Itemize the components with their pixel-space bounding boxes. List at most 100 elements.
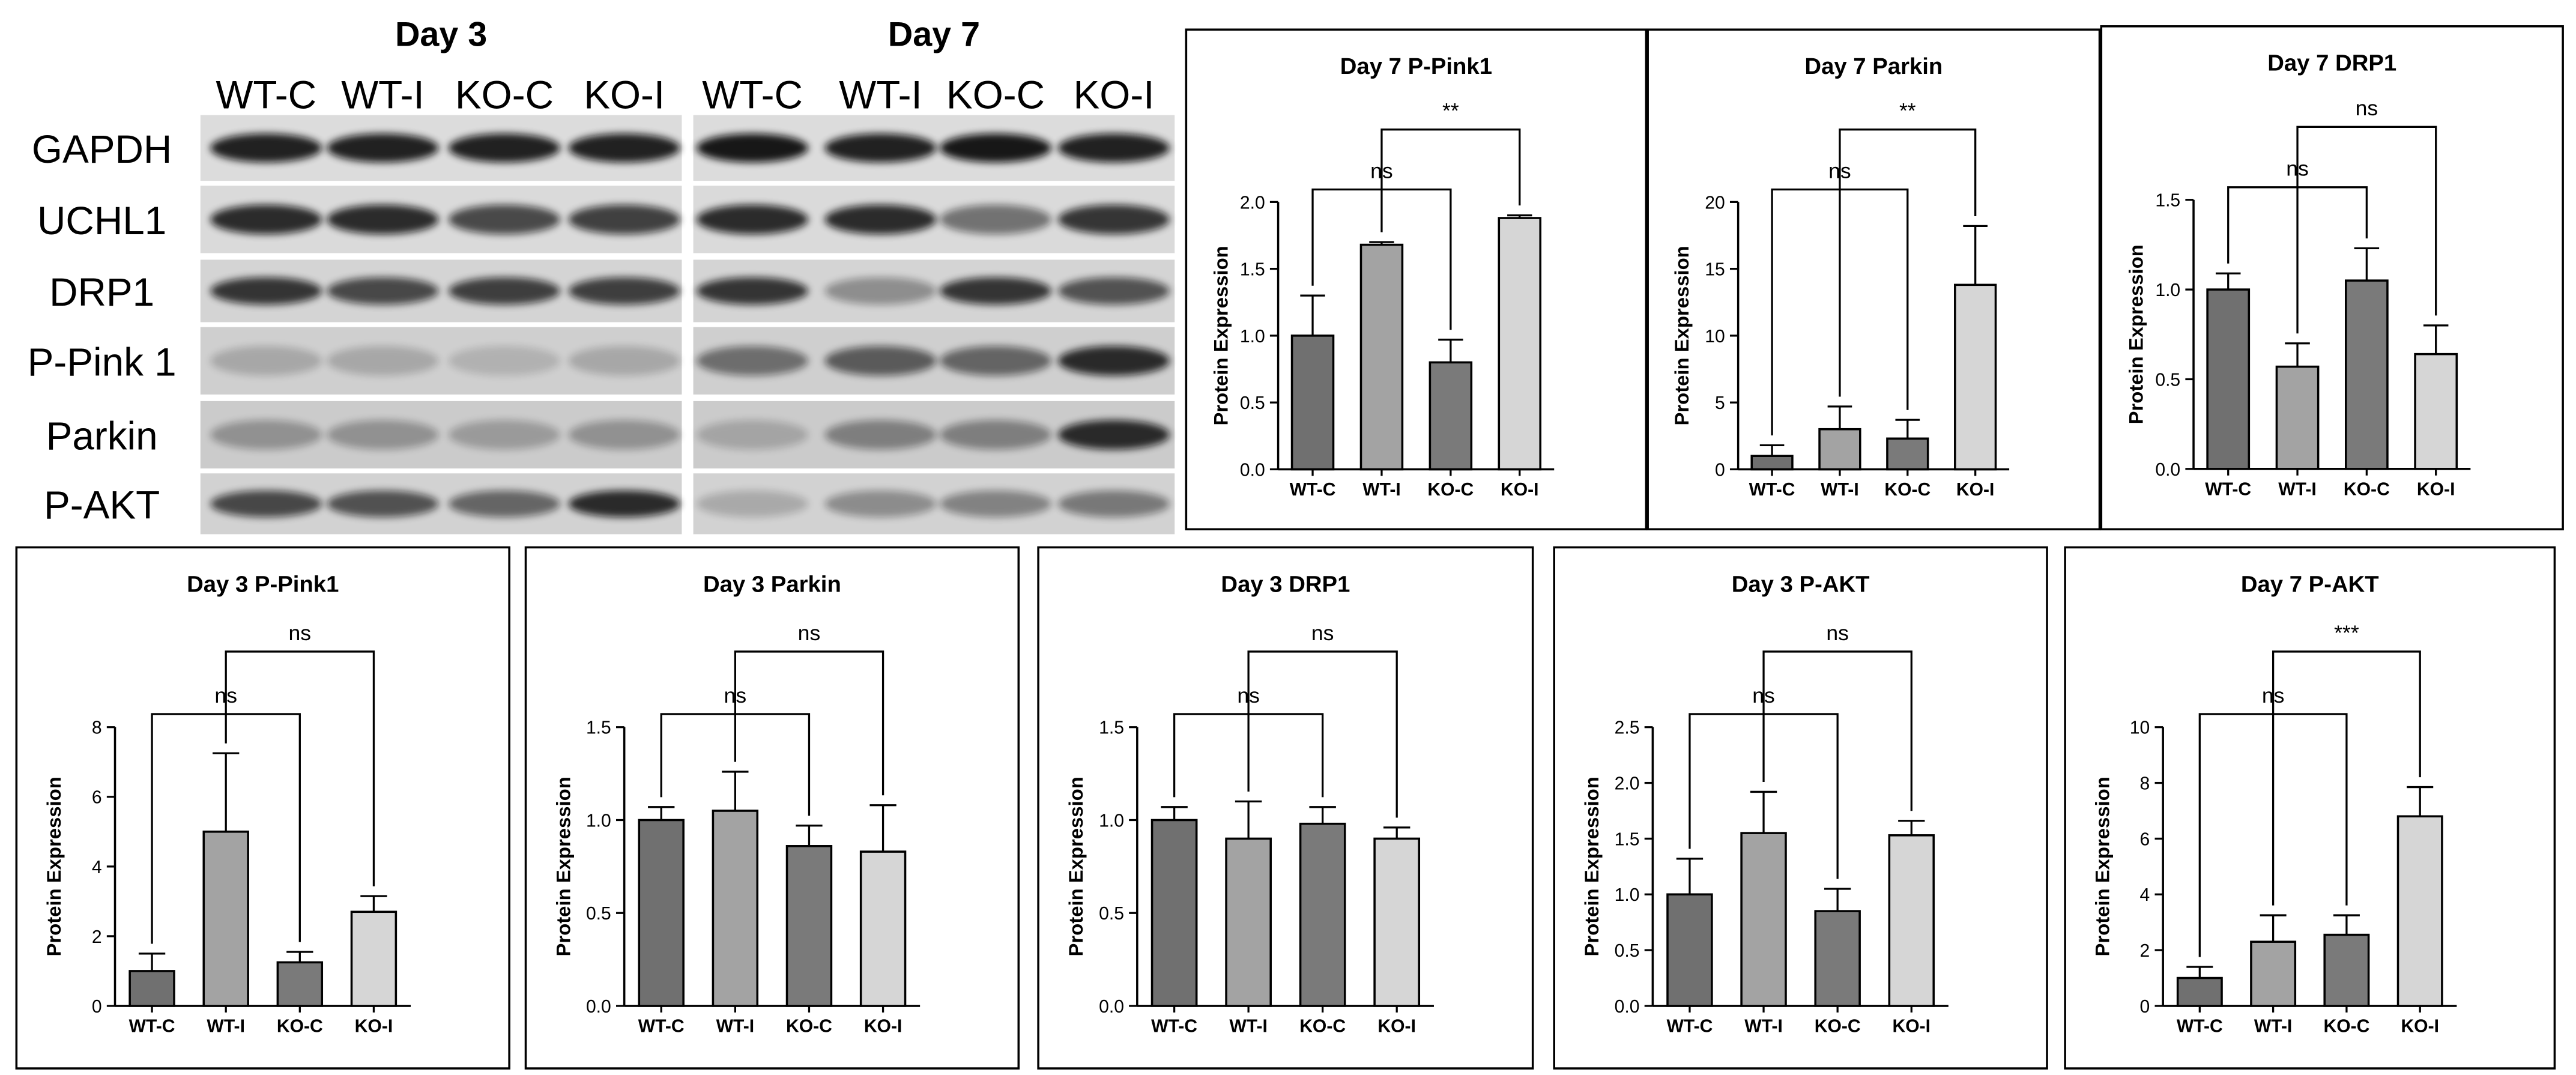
- y-axis-label: Protein Expression: [552, 777, 574, 956]
- y-tick-label: 1.0: [1240, 327, 1265, 347]
- significance-bracket: [1247, 650, 1398, 818]
- bar: [1814, 910, 1861, 1007]
- chart-title: Day 7 Parkin: [1804, 53, 1943, 79]
- y-tick-label: 0.0: [2155, 460, 2180, 480]
- band: [327, 420, 439, 450]
- band: [327, 277, 439, 305]
- bar: [712, 810, 759, 1007]
- bar: [638, 819, 685, 1007]
- band: [939, 204, 1052, 235]
- band: [448, 133, 560, 163]
- band: [327, 133, 439, 163]
- protein-label: P-Pink 1: [28, 340, 177, 384]
- y-tick-label: 0.5: [2155, 370, 2180, 390]
- y-tick-label: 0.5: [1240, 393, 1265, 413]
- bar: [1818, 428, 1861, 471]
- y-tick-label: 0: [2140, 997, 2150, 1017]
- bar: [276, 961, 324, 1007]
- band: [697, 346, 809, 376]
- chart-frame: [2100, 25, 2564, 531]
- band: [939, 277, 1052, 305]
- y-tick-label: 5: [1715, 393, 1725, 413]
- chart-title: Day 3 Parkin: [703, 571, 841, 597]
- bar: [2323, 933, 2370, 1007]
- chart-frame: [1037, 546, 1534, 1070]
- x-tick-label: KO-C: [1427, 480, 1474, 500]
- y-tick-label: 0.0: [1240, 460, 1265, 480]
- y-tick-label: 1.5: [2155, 191, 2180, 211]
- bar-chart: Day 3 DRP1 Protein Expression 0.0 0.5 1.0 1.5…: [1037, 546, 1534, 1070]
- band: [568, 277, 680, 305]
- bar: [1299, 822, 1346, 1007]
- bar-chart: Day 3 Parkin Protein Expression 0.0 0.5 1.0 1…: [524, 546, 1020, 1070]
- bar: [2275, 365, 2320, 470]
- y-tick-label: 1.5: [1615, 829, 1640, 849]
- band: [448, 346, 560, 376]
- bar-chart: Day 7 Parkin Protein Expression 0 5 10 15 20 WT…: [1646, 28, 2101, 531]
- band: [210, 204, 322, 235]
- bar: [1498, 217, 1542, 471]
- significance-label: ns: [2356, 96, 2378, 120]
- chart-title: Day 7 P-AKT: [2241, 571, 2379, 597]
- y-tick-label: 6: [92, 788, 102, 808]
- x-tick-label: WT-C: [1151, 1017, 1197, 1037]
- lane-label: WT-C: [216, 73, 316, 117]
- y-tick-label: 20: [1705, 193, 1725, 213]
- band: [210, 420, 322, 450]
- y-tick-label: 0: [1715, 460, 1725, 480]
- x-tick-label: KO-I: [864, 1017, 903, 1037]
- significance-bracket: [225, 650, 375, 886]
- y-tick-label: 2.5: [1615, 718, 1640, 738]
- significance-bracket: [734, 650, 884, 796]
- y-tick-label: 1.5: [586, 718, 611, 738]
- chart-frame: [1553, 546, 2048, 1070]
- significance-bracket: [2272, 650, 2421, 906]
- bar-chart: Day 7 P-Pink1 Protein Expression 0.0 0.5 1.0…: [1185, 28, 1648, 531]
- significance-label: ***: [2334, 621, 2359, 645]
- lane-label: WT-I: [341, 73, 425, 117]
- bar-chart: Day 3 P-Pink1 Protein Expression 0 2 4 6 8 WT-C…: [15, 546, 510, 1070]
- bar: [1666, 893, 1713, 1007]
- bar-chart: Day 7 P-AKT Protein Expression 0 2 4 6 8 10 WT-C…: [2064, 546, 2556, 1070]
- y-tick-label: 2.0: [1615, 774, 1640, 794]
- band: [697, 133, 809, 163]
- y-axis-label: Protein Expression: [1670, 246, 1693, 425]
- x-tick-label: WT-I: [1821, 480, 1859, 500]
- bar: [1750, 455, 1794, 471]
- y-tick-label: 6: [2140, 829, 2150, 849]
- bar: [2414, 353, 2458, 470]
- chart-frame: [524, 546, 1020, 1070]
- y-tick-label: 1.5: [1240, 260, 1265, 280]
- y-axis-label: Protein Expression: [43, 777, 65, 956]
- y-tick-label: 1.0: [586, 811, 611, 831]
- bar: [1954, 283, 1997, 471]
- bar: [1373, 837, 1421, 1007]
- y-tick-label: 0.5: [586, 904, 611, 924]
- chart-frame: [15, 546, 510, 1070]
- band: [568, 490, 680, 518]
- x-tick-label: WT-C: [2205, 480, 2251, 500]
- chart-title: Day 3 DRP1: [1221, 571, 1350, 597]
- y-axis-label: Protein Expression: [2125, 244, 2147, 424]
- band: [697, 420, 809, 450]
- chart-title: Day 7 DRP1: [2267, 50, 2396, 76]
- x-tick-label: WT-C: [638, 1017, 685, 1037]
- band: [1057, 204, 1170, 235]
- bar: [1290, 335, 1335, 471]
- x-tick-label: KO-C: [2323, 1017, 2369, 1037]
- band: [824, 133, 937, 163]
- bar-chart: Day 7 DRP1 Protein Expression 0.0 0.5 1.0 1.5…: [2100, 25, 2564, 531]
- y-axis-label: Protein Expression: [1209, 246, 1232, 425]
- bar: [2176, 977, 2223, 1007]
- band: [448, 204, 560, 235]
- y-tick-label: 1.0: [2155, 280, 2180, 300]
- day-title: Day 7: [888, 16, 980, 54]
- band: [1057, 490, 1170, 518]
- y-tick-label: 2: [92, 927, 102, 947]
- band: [1057, 346, 1170, 376]
- x-tick-label: KO-C: [1299, 1017, 1346, 1037]
- y-axis-label: Protein Expression: [1065, 777, 1087, 956]
- x-tick-label: KO-I: [2417, 480, 2455, 500]
